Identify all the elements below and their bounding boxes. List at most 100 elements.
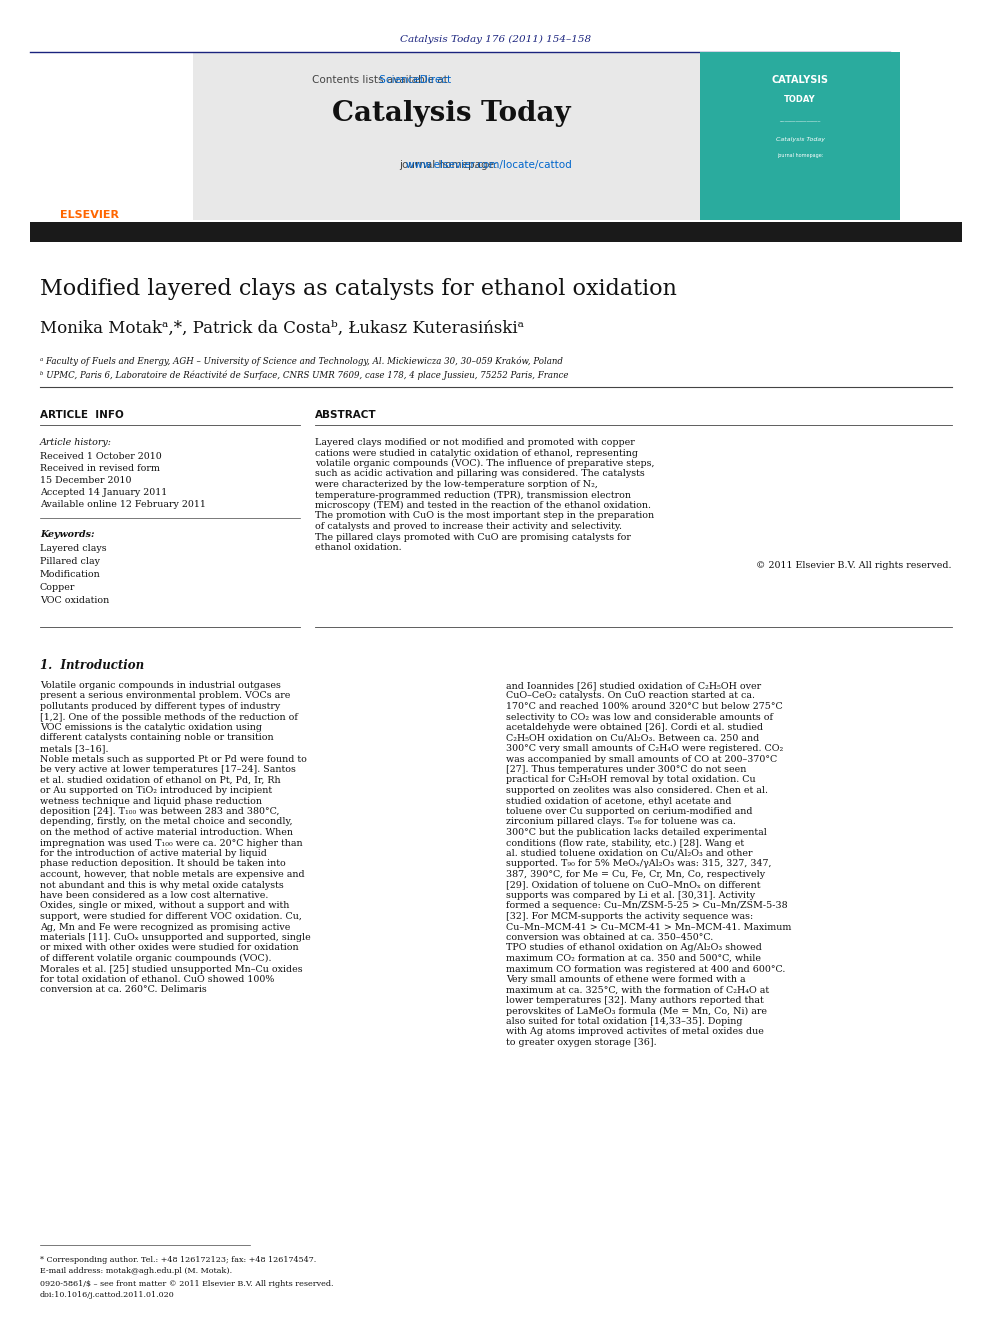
Text: VOC emissions is the catalytic oxidation using: VOC emissions is the catalytic oxidation… [40, 722, 262, 732]
Text: be very active at lower temperatures [17–24]. Santos: be very active at lower temperatures [17… [40, 765, 296, 774]
Text: microscopy (TEM) and tested in the reaction of the ethanol oxidation.: microscopy (TEM) and tested in the react… [315, 501, 651, 511]
Text: * Corresponding author. Tel.: +48 126172123; fax: +48 126174547.: * Corresponding author. Tel.: +48 126172… [40, 1256, 316, 1263]
Text: Available online 12 February 2011: Available online 12 February 2011 [40, 500, 206, 509]
Text: of catalysts and proved to increase their activity and selectivity.: of catalysts and proved to increase thei… [315, 523, 622, 531]
Text: Catalysis Today: Catalysis Today [332, 101, 570, 127]
Text: present a serious environmental problem. VOCs are: present a serious environmental problem.… [40, 692, 291, 700]
Text: Layered clays: Layered clays [40, 544, 106, 553]
Text: to greater oxygen storage [36].: to greater oxygen storage [36]. [506, 1039, 657, 1046]
Text: with Ag atoms improved activites of metal oxides due: with Ag atoms improved activites of meta… [506, 1028, 764, 1036]
Text: toluene over Cu supported on cerium-modified and: toluene over Cu supported on cerium-modi… [506, 807, 753, 816]
Text: Oxides, single or mixed, without a support and with: Oxides, single or mixed, without a suppo… [40, 901, 290, 910]
Text: © 2011 Elsevier B.V. All rights reserved.: © 2011 Elsevier B.V. All rights reserved… [757, 561, 952, 570]
Text: conditions (flow rate, stability, etc.) [28]. Wang et: conditions (flow rate, stability, etc.) … [506, 839, 744, 848]
Text: or mixed with other oxides were studied for oxidation: or mixed with other oxides were studied … [40, 943, 299, 953]
Text: Morales et al. [25] studied unsupported Mn–Cu oxides: Morales et al. [25] studied unsupported … [40, 964, 303, 974]
Text: perovskites of LaMeO₃ formula (Me = Mn, Co, Ni) are: perovskites of LaMeO₃ formula (Me = Mn, … [506, 1007, 767, 1016]
Text: Pillared clay: Pillared clay [40, 557, 100, 566]
Text: not abundant and this is why metal oxide catalysts: not abundant and this is why metal oxide… [40, 881, 284, 889]
Text: selectivity to CO₂ was low and considerable amounts of: selectivity to CO₂ was low and considera… [506, 713, 773, 721]
Text: ScienceDirect: ScienceDirect [286, 75, 451, 85]
Text: _______________: _______________ [780, 118, 820, 123]
Text: have been considered as a low cost alternative.: have been considered as a low cost alter… [40, 890, 269, 900]
Text: 170°C and reached 100% around 320°C but below 275°C: 170°C and reached 100% around 320°C but … [506, 703, 783, 710]
Text: ethanol oxidation.: ethanol oxidation. [315, 542, 402, 552]
Text: 387, 390°C, for Me = Cu, Fe, Cr, Mn, Co, respectively: 387, 390°C, for Me = Cu, Fe, Cr, Mn, Co,… [506, 871, 765, 878]
Text: cations were studied in catalytic oxidation of ethanol, representing: cations were studied in catalytic oxidat… [315, 448, 638, 458]
Text: and Ioannides [26] studied oxidation of C₂H₅OH over: and Ioannides [26] studied oxidation of … [506, 681, 761, 691]
Text: impregnation was used T₁₀₀ were ca. 20°C higher than: impregnation was used T₁₀₀ were ca. 20°C… [40, 839, 303, 848]
Text: depending, firstly, on the metal choice and secondly,: depending, firstly, on the metal choice … [40, 818, 293, 827]
Text: TPO studies of ethanol oxidation on Ag/Al₂O₃ showed: TPO studies of ethanol oxidation on Ag/A… [506, 943, 762, 953]
Text: CATALYSIS: CATALYSIS [772, 75, 828, 85]
Text: supports was compared by Li et al. [30,31]. Activity: supports was compared by Li et al. [30,3… [506, 890, 755, 900]
Text: Article history:: Article history: [40, 438, 112, 447]
Text: Catalysis Today: Catalysis Today [776, 138, 824, 143]
Text: TODAY: TODAY [785, 95, 815, 105]
Text: Cu–Mn–MCM-41 > Cu–MCM-41 > Mn–MCM-41. Maximum: Cu–Mn–MCM-41 > Cu–MCM-41 > Mn–MCM-41. Ma… [506, 922, 792, 931]
Text: ARTICLE  INFO: ARTICLE INFO [40, 410, 124, 419]
Text: pollutants produced by different types of industry: pollutants produced by different types o… [40, 703, 281, 710]
Text: Volatile organic compounds in industrial outgases: Volatile organic compounds in industrial… [40, 681, 281, 691]
Text: temperature-programmed reduction (TPR), transmission electron: temperature-programmed reduction (TPR), … [315, 491, 631, 500]
Text: ELSEVIER: ELSEVIER [60, 210, 119, 220]
Text: support, were studied for different VOC oxidation. Cu,: support, were studied for different VOC … [40, 912, 302, 921]
Text: journal homepage:: journal homepage: [777, 152, 823, 157]
Text: account, however, that noble metals are expensive and: account, however, that noble metals are … [40, 871, 305, 878]
Text: 300°C but the publication lacks detailed experimental: 300°C but the publication lacks detailed… [506, 828, 767, 837]
Text: supported on zeolites was also considered. Chen et al.: supported on zeolites was also considere… [506, 786, 768, 795]
Bar [193, 52, 700, 220]
Text: E-mail address: motak@agh.edu.pl (M. Motak).: E-mail address: motak@agh.edu.pl (M. Mot… [40, 1267, 232, 1275]
Text: for the introduction of active material by liquid: for the introduction of active material … [40, 849, 267, 859]
Text: The pillared clays promoted with CuO are promising catalysts for: The pillared clays promoted with CuO are… [315, 532, 631, 541]
Text: Very small amounts of ethene were formed with a: Very small amounts of ethene were formed… [506, 975, 746, 984]
Text: such as acidic activation and pillaring was considered. The catalysts: such as acidic activation and pillaring … [315, 470, 645, 479]
Text: for total oxidation of ethanol. CuO showed 100%: for total oxidation of ethanol. CuO show… [40, 975, 275, 984]
Text: wetness technique and liquid phase reduction: wetness technique and liquid phase reduc… [40, 796, 262, 806]
Text: practical for C₂H₅OH removal by total oxidation. Cu: practical for C₂H₅OH removal by total ox… [506, 775, 756, 785]
Text: et al. studied oxidation of ethanol on Pt, Pd, Ir, Rh: et al. studied oxidation of ethanol on P… [40, 775, 281, 785]
Text: were characterized by the low-temperature sorption of N₂,: were characterized by the low-temperatur… [315, 480, 598, 490]
Text: acetaldehyde were obtained [26]. Cordi et al. studied: acetaldehyde were obtained [26]. Cordi e… [506, 722, 763, 732]
Text: Modification: Modification [40, 570, 101, 579]
Text: maximum CO₂ formation at ca. 350 and 500°C, while: maximum CO₂ formation at ca. 350 and 500… [506, 954, 761, 963]
Text: on the method of active material introduction. When: on the method of active material introdu… [40, 828, 293, 837]
Text: maximum at ca. 325°C, with the formation of C₂H₄O at: maximum at ca. 325°C, with the formation… [506, 986, 769, 995]
Text: al. studied toluene oxidation on Cu/Al₂O₃ and other: al. studied toluene oxidation on Cu/Al₂O… [506, 849, 753, 859]
Text: phase reduction deposition. It should be taken into: phase reduction deposition. It should be… [40, 860, 286, 868]
Text: maximum CO formation was registered at 400 and 600°C.: maximum CO formation was registered at 4… [506, 964, 786, 974]
Text: volatile organic compounds (VOC). The influence of preparative steps,: volatile organic compounds (VOC). The in… [315, 459, 655, 468]
Text: Received 1 October 2010: Received 1 October 2010 [40, 452, 162, 460]
Text: conversion was obtained at ca. 350–450°C.: conversion was obtained at ca. 350–450°C… [506, 933, 713, 942]
Text: 15 December 2010: 15 December 2010 [40, 476, 132, 486]
Text: Modified layered clays as catalysts for ethanol oxidation: Modified layered clays as catalysts for … [40, 278, 677, 300]
Text: Catalysis Today 176 (2011) 154–158: Catalysis Today 176 (2011) 154–158 [401, 34, 591, 44]
Text: supported. T₉₀ for 5% MeOₓ/γAl₂O₃ was: 315, 327, 347,: supported. T₉₀ for 5% MeOₓ/γAl₂O₃ was: 3… [506, 860, 772, 868]
Text: Contents lists available at: Contents lists available at [312, 75, 451, 85]
Text: [1,2]. One of the possible methods of the reduction of: [1,2]. One of the possible methods of th… [40, 713, 298, 721]
Bar [30, 52, 193, 220]
Text: Layered clays modified or not modified and promoted with copper: Layered clays modified or not modified a… [315, 438, 635, 447]
Bar [30, 222, 962, 242]
Text: www.elsevier.com/locate/cattod: www.elsevier.com/locate/cattod [331, 160, 571, 169]
Text: Accepted 14 January 2011: Accepted 14 January 2011 [40, 488, 168, 497]
Text: 0920-5861/$ – see front matter © 2011 Elsevier B.V. All rights reserved.: 0920-5861/$ – see front matter © 2011 El… [40, 1279, 333, 1289]
Text: doi:10.1016/j.cattod.2011.01.020: doi:10.1016/j.cattod.2011.01.020 [40, 1291, 175, 1299]
Text: The promotion with CuO is the most important step in the preparation: The promotion with CuO is the most impor… [315, 512, 654, 520]
Text: Copper: Copper [40, 583, 75, 591]
Text: Monika Motakᵃ,*, Patrick da Costaᵇ, Łukasz Kuterasińskiᵃ: Monika Motakᵃ,*, Patrick da Costaᵇ, Łuka… [40, 320, 524, 337]
Text: also suited for total oxidation [14,33–35]. Doping: also suited for total oxidation [14,33–3… [506, 1017, 742, 1027]
Text: zirconium pillared clays. T₉₈ for toluene was ca.: zirconium pillared clays. T₉₈ for toluen… [506, 818, 736, 827]
Text: Ag, Mn and Fe were recognized as promising active: Ag, Mn and Fe were recognized as promisi… [40, 922, 291, 931]
Text: VOC oxidation: VOC oxidation [40, 595, 109, 605]
Text: [29]. Oxidation of toluene on CuO–MnOₓ on different: [29]. Oxidation of toluene on CuO–MnOₓ o… [506, 881, 761, 889]
Text: conversion at ca. 260°C. Delimaris: conversion at ca. 260°C. Delimaris [40, 986, 206, 995]
Text: formed a sequence: Cu–Mn/ZSM-5-25 > Cu–Mn/ZSM-5-38: formed a sequence: Cu–Mn/ZSM-5-25 > Cu–M… [506, 901, 788, 910]
Text: ABSTRACT: ABSTRACT [315, 410, 377, 419]
Text: of different volatile organic coumpounds (VOC).: of different volatile organic coumpounds… [40, 954, 272, 963]
Text: ᵇ UPMC, Paris 6, Laboratoire de Réactivité de Surface, CNRS UMR 7609, case 178, : ᵇ UPMC, Paris 6, Laboratoire de Réactivi… [40, 370, 568, 380]
Text: Noble metals such as supported Pt or Pd were found to: Noble metals such as supported Pt or Pd … [40, 754, 307, 763]
Text: studied oxidation of acetone, ethyl acetate and: studied oxidation of acetone, ethyl acet… [506, 796, 731, 806]
Text: ᵃ Faculty of Fuels and Energy, AGH – University of Science and Technology, Al. M: ᵃ Faculty of Fuels and Energy, AGH – Uni… [40, 357, 562, 366]
Text: different catalysts containing noble or transition: different catalysts containing noble or … [40, 733, 274, 742]
